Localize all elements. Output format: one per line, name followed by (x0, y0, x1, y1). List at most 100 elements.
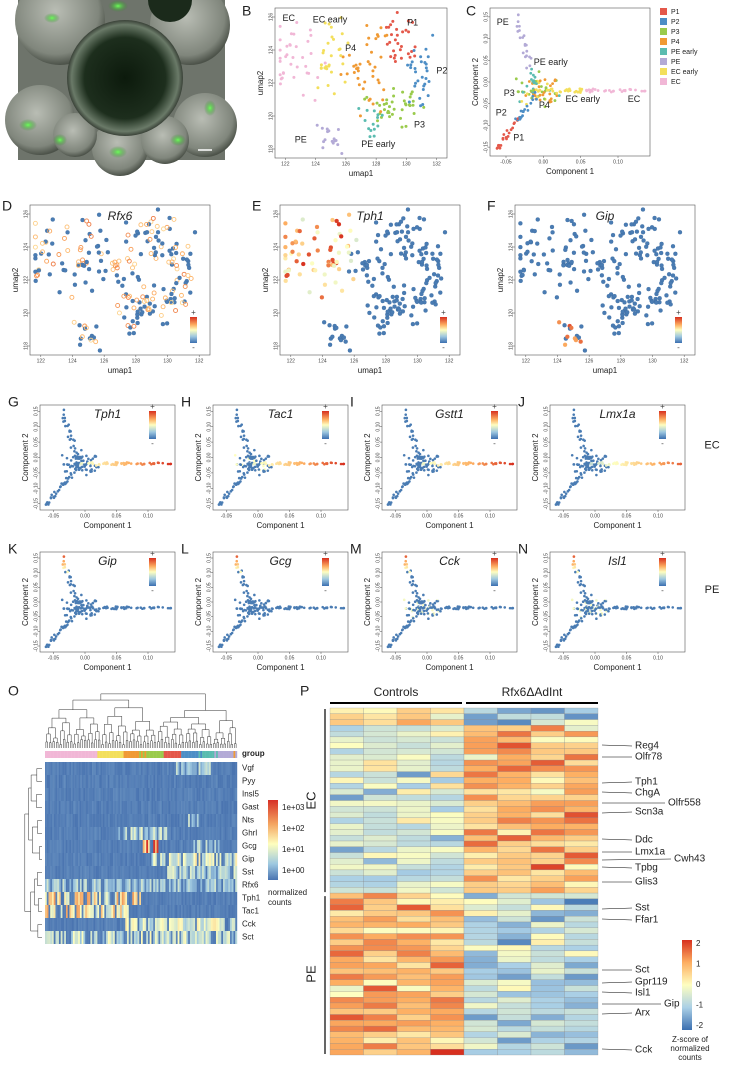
cell-point (415, 599, 419, 602)
cell-point (68, 575, 71, 578)
heatmap-cell (65, 866, 68, 879)
cell-point (169, 259, 175, 265)
cell-point (403, 234, 409, 239)
heatmap-cell (193, 905, 196, 918)
heatmap-cell (231, 853, 234, 866)
heatmap-cell (111, 788, 114, 801)
cell-point (492, 607, 495, 610)
heatmap-cell (60, 788, 63, 801)
cell-point (341, 335, 347, 340)
group-cell (51, 751, 54, 758)
heatmap-cell (99, 879, 102, 892)
heatmap-cell (60, 814, 63, 827)
cell-point (411, 286, 416, 292)
cell-point (341, 55, 345, 59)
heatmap-cell (137, 840, 140, 853)
heatmap-cell (497, 754, 532, 761)
heatmap-cell (231, 840, 234, 853)
cell-point (140, 310, 145, 315)
cell-point (431, 470, 434, 473)
heatmap-cell (463, 759, 498, 766)
heatmap-cell (226, 814, 229, 827)
cell-point (521, 36, 525, 39)
cell-point (52, 638, 55, 641)
heatmap-cell (165, 892, 168, 905)
heatmap-cell (168, 866, 171, 879)
cell-point (371, 276, 377, 282)
heatmap-cell (55, 905, 58, 918)
x-axis-label: Component 1 (546, 167, 595, 176)
heatmap-cell (223, 853, 225, 866)
heatmap-cell (363, 759, 398, 766)
color-scale (149, 558, 156, 586)
heatmap-cell (93, 840, 96, 853)
cell-point (528, 55, 531, 59)
heatmap-cell (62, 814, 65, 827)
cell-point (123, 607, 126, 611)
cell-point (172, 296, 177, 301)
heatmap-cell (160, 840, 163, 853)
heatmap-cell (172, 931, 175, 944)
cell-point (290, 249, 295, 254)
cell-point (141, 284, 147, 290)
heatmap-cell (93, 827, 96, 840)
x-tick-label: 0.00 (253, 655, 263, 661)
cell-point (504, 136, 508, 139)
cell-point (372, 315, 377, 320)
cell-point (50, 261, 56, 267)
y-tick-label: 118 (508, 342, 514, 350)
cell-point (360, 261, 365, 266)
heatmap-cell (182, 840, 185, 853)
cell-point (579, 591, 583, 594)
group-cell (203, 751, 206, 758)
heatmap-cell (86, 918, 89, 931)
cell-point (254, 599, 257, 603)
cell-point (439, 607, 443, 610)
heatmap-cell (45, 879, 47, 892)
cell-point (60, 482, 63, 485)
cell-point (573, 625, 577, 629)
heatmap-cell (146, 762, 149, 775)
cell-point (561, 263, 566, 268)
heatmap-cell (107, 801, 110, 814)
cell-point (65, 230, 70, 235)
heatmap-cell (396, 725, 431, 732)
cell-point (327, 22, 331, 26)
heatmap-cell (196, 801, 199, 814)
cell-point (372, 134, 376, 138)
cell-point (599, 464, 602, 468)
group-cell (217, 751, 220, 758)
heatmap-cell (88, 840, 91, 853)
y-tick-label: 0.00 (483, 77, 489, 87)
cell-point (62, 463, 66, 466)
cell-point (356, 76, 360, 80)
heatmap-cell (163, 814, 166, 827)
heatmap-cell (100, 801, 103, 814)
group-cell (212, 751, 215, 758)
cell-point (411, 459, 415, 462)
cell-point (65, 469, 69, 473)
cell-point (86, 250, 92, 255)
heatmap-cell (174, 775, 177, 788)
heatmap-cell (170, 840, 173, 853)
cluster-label: P2 (436, 65, 447, 75)
dendrogram-branch (165, 736, 170, 744)
cell-point (125, 232, 131, 238)
group-cell (142, 751, 145, 758)
cell-point (637, 605, 641, 609)
cell-point (401, 283, 407, 288)
x-tick-label: 0.00 (590, 513, 600, 519)
cell-point (246, 599, 250, 602)
heatmap-cell (69, 918, 72, 931)
heatmap-cell (170, 866, 173, 879)
cell-point (157, 605, 160, 609)
heatmap-cell (175, 801, 178, 814)
cell-point (606, 294, 611, 299)
heatmap-cell (106, 853, 109, 866)
heatmap-cell (221, 762, 224, 775)
heatmap-cell (198, 788, 201, 801)
x-tick-label: 0.10 (143, 513, 153, 519)
cell-point (616, 324, 622, 329)
cell-point (88, 606, 91, 609)
cell-point (80, 465, 84, 469)
